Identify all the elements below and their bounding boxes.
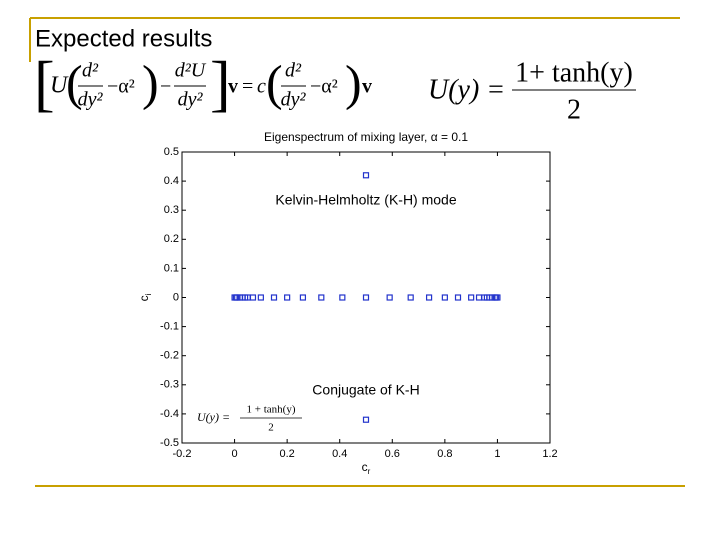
bracket: ] [210, 50, 231, 118]
x-tick-label: 0.2 [279, 448, 294, 460]
y-tick-label: -0.1 [160, 321, 179, 333]
eq-term: 1+ tanh(y) [515, 57, 633, 88]
point [425, 294, 433, 301]
eq-term: v [228, 76, 238, 98]
point [386, 294, 393, 301]
eq-term: U [50, 73, 69, 99]
point [468, 294, 475, 301]
x-tick-label: 1 [494, 448, 500, 460]
point [318, 294, 325, 301]
point [362, 416, 370, 423]
equation: [ U ( d² dy² −α² ) − d²U dy² ] v = c ( d… [34, 50, 372, 118]
eq-term: = [242, 76, 253, 98]
slide-title: Expected results [35, 25, 212, 52]
y-tick-label: -0.4 [160, 408, 179, 420]
point [454, 294, 462, 301]
eq-term: v [362, 76, 372, 98]
inset-equation: U(y) = [197, 410, 230, 424]
eq-term: d²U [175, 60, 207, 82]
x-axis-label-main: c [362, 460, 368, 474]
chart: Eigenspectrum of mixing layer, α = 0.1 -0… [137, 130, 557, 476]
y-tick-label: 0 [173, 291, 179, 303]
eq-term: −α² [310, 76, 338, 98]
x-tick-label: 1.2 [542, 448, 557, 460]
annotation: Conjugate of K-H [312, 382, 419, 398]
x-tick-label: 0.4 [332, 448, 347, 460]
inset-equation: 1 + tanh(y) [247, 404, 296, 416]
y-axis-label-main: c [137, 295, 151, 301]
point [257, 294, 264, 301]
eq-term: 2 [567, 94, 581, 125]
paren: ( [66, 54, 83, 110]
inset-equation: 2 [268, 422, 274, 434]
y-tick-label: -0.2 [160, 350, 179, 362]
x-axis-label: cr [362, 460, 371, 476]
y-tick-label: 0.4 [164, 175, 179, 187]
y-tick-label: 0.3 [164, 204, 179, 216]
bracket: [ [34, 50, 55, 118]
eq-term: U(y) = [428, 74, 505, 105]
x-axis-label-sub: r [368, 467, 371, 476]
chart-title: Eigenspectrum of mixing layer, α = 0.1 [264, 130, 468, 144]
point [284, 294, 291, 301]
point [494, 294, 501, 301]
eq-term: c [257, 76, 266, 98]
y-tick-label: 0.5 [164, 146, 179, 158]
eq-term: − [160, 76, 171, 98]
eq-term: d² [285, 60, 302, 82]
y-axis-label: ci [137, 293, 153, 301]
eq-term: d² [82, 60, 99, 82]
point [339, 294, 346, 301]
point [441, 294, 448, 301]
point [299, 294, 307, 301]
point [362, 172, 370, 179]
x-tick-label: -0.2 [173, 448, 192, 460]
y-tick-label: 0.2 [164, 233, 179, 245]
y-tick-label: -0.5 [160, 437, 179, 449]
paren: ( [266, 54, 283, 110]
y-axis-label-sub: i [144, 293, 153, 295]
y-tick-label: 0.1 [164, 262, 179, 274]
point [270, 294, 278, 301]
profile-equation: U(y) = 1+ tanh(y) 2 [428, 57, 636, 125]
x-tick-label: 0.6 [385, 448, 400, 460]
x-tick-label: 0.8 [437, 448, 452, 460]
eq-term: −α² [107, 76, 135, 98]
point [407, 294, 414, 301]
point [362, 294, 370, 301]
eq-term: dy² [281, 89, 307, 111]
paren: ) [345, 54, 362, 110]
plot-area [181, 151, 551, 444]
point [249, 294, 257, 301]
paren: ) [142, 54, 159, 110]
eq-term: dy² [178, 89, 204, 111]
y-tick-label: -0.3 [160, 379, 179, 391]
annotation: Kelvin-Helmholtz (K-H) mode [275, 192, 456, 208]
x-tick-label: 0 [232, 448, 238, 460]
eq-term: dy² [78, 89, 104, 111]
